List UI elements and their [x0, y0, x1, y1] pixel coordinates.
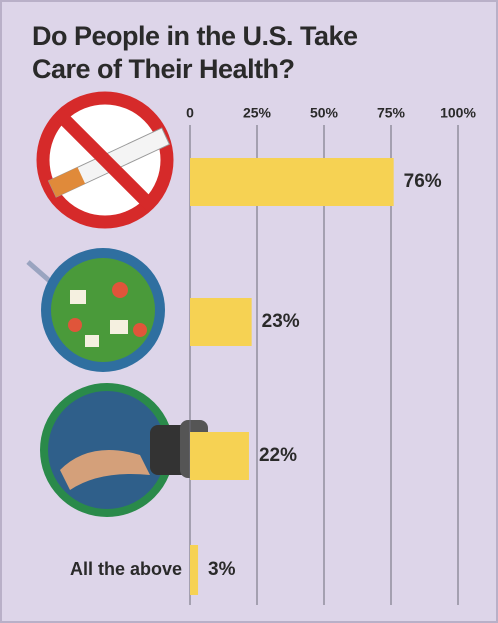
- value-label: 76%: [404, 171, 442, 192]
- chart-title: Do People in the U.S. Take Care of Their…: [32, 21, 358, 84]
- x-tick-label: 50%: [310, 105, 339, 121]
- exercise-icon: [40, 383, 208, 517]
- bar: [190, 545, 199, 595]
- value-label: 22%: [259, 445, 297, 466]
- value-label: 3%: [208, 559, 236, 580]
- bar: [190, 432, 249, 480]
- bar: [190, 298, 252, 346]
- x-tick-label: 0: [186, 105, 194, 121]
- bar: [190, 158, 394, 206]
- x-tick-label: 75%: [377, 105, 406, 121]
- x-tick-label: 100%: [440, 105, 476, 121]
- category-label: All the above: [70, 559, 182, 579]
- no-smoking-icon: [36, 91, 174, 229]
- value-label: 23%: [262, 311, 300, 332]
- x-tick-label: 25%: [243, 105, 272, 121]
- salad-icon: [26, 248, 165, 372]
